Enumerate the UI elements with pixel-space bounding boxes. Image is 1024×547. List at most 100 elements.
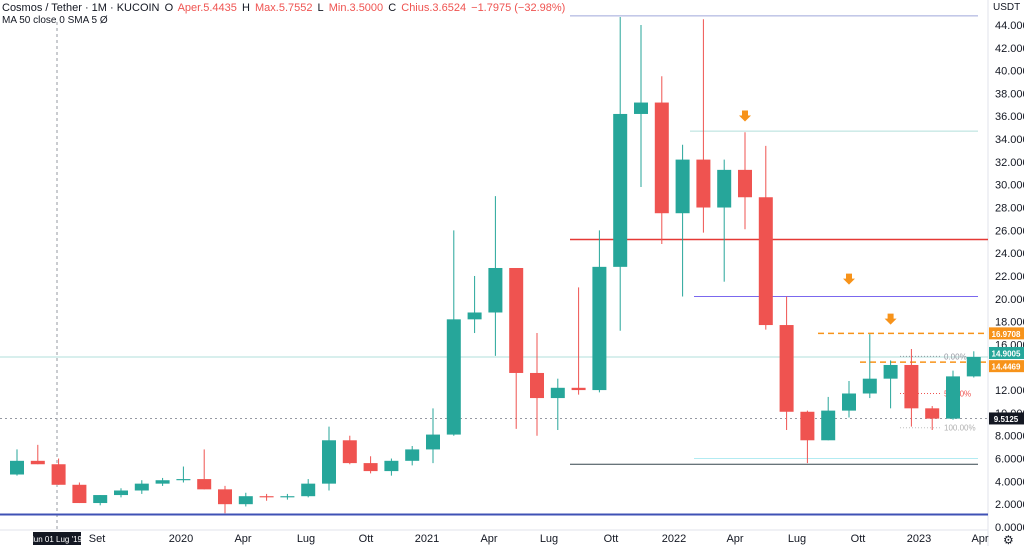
candle-body-up: [301, 483, 316, 497]
open-value: Aper.5.4435: [177, 2, 237, 14]
y-tick-label: 24.0000: [995, 248, 1024, 260]
low-label: L: [317, 2, 324, 14]
x-tick-label: Apr: [480, 533, 497, 545]
x-tick-label: Ott: [359, 533, 374, 545]
x-tick-label: Ott: [604, 533, 619, 545]
change-value: −1.7975 (−32.98%): [471, 2, 566, 14]
candle-body-down: [758, 197, 773, 326]
high-value: Max.5.7552: [255, 2, 313, 14]
y-tick-label: 38.0000: [995, 88, 1024, 100]
x-tick-label: Lug: [788, 533, 806, 545]
close-label: C: [388, 2, 397, 14]
y-tick-label: 28.0000: [995, 203, 1024, 215]
candle-body-down: [800, 411, 815, 441]
price-label-bg: [989, 327, 1024, 340]
y-tick-label: 20.0000: [995, 294, 1024, 306]
x-tick-label: 2021: [415, 533, 439, 545]
candle-body-down: [738, 169, 752, 198]
x-tick-label: Set: [89, 533, 106, 545]
y-tick-label: 32.0000: [995, 157, 1024, 169]
candle-body-up: [467, 312, 482, 320]
candle-body-up: [93, 495, 108, 504]
indicator-label: MA 50 close 0 SMA 5: [2, 15, 98, 26]
candle-body-down: [30, 460, 45, 465]
candle-body-down: [259, 496, 274, 498]
price-label-text: 9.5125: [994, 415, 1019, 424]
candle-body-up: [488, 267, 503, 313]
crosshair-date-label: lun 01 Lug '19: [32, 535, 83, 544]
x-tick-label: Lug: [297, 533, 315, 545]
price-label-text: 14.9005: [992, 349, 1021, 358]
x-tick-label: Lug: [540, 533, 558, 545]
y-tick-label: 42.0000: [995, 43, 1024, 55]
candle-body-down: [696, 159, 711, 208]
gear-icon[interactable]: ⚙: [1003, 533, 1014, 547]
candle-body-down: [51, 464, 66, 485]
y-tick-label: 8.0000: [995, 431, 1024, 443]
price-label-bg: [989, 346, 1024, 359]
fib-label-0: 0.00%: [944, 352, 967, 361]
fib-label-100: 100.00%: [944, 424, 976, 433]
candle-body-down: [779, 325, 794, 412]
y-tick-label: 22.0000: [995, 271, 1024, 283]
y-tick-label: 44.0000: [995, 20, 1024, 32]
x-tick-label: 2020: [169, 533, 193, 545]
candle-body-up: [821, 410, 836, 441]
candle-body-up: [634, 102, 648, 114]
y-tick-label: 34.0000: [995, 134, 1024, 146]
x-tick-label: Ott: [851, 533, 866, 545]
candle-body-up: [613, 113, 628, 267]
candle-body-up: [675, 159, 690, 214]
price-label-bg: [989, 360, 1024, 373]
indicator-value: Ø: [99, 15, 108, 26]
candle-body-down: [72, 484, 87, 504]
candle-body-down: [509, 267, 524, 373]
crosshair-date-bg: [33, 532, 81, 545]
y-tick-label: 36.0000: [995, 111, 1024, 123]
candle-body-down: [904, 364, 919, 409]
high-label: H: [241, 2, 250, 14]
candle-body-up: [550, 387, 565, 399]
arrow-down-icon: [884, 313, 897, 325]
candle-body-up: [592, 266, 607, 391]
candle-body-up: [155, 480, 170, 484]
price-label-text: 16.9708: [992, 330, 1021, 339]
x-tick-label: Apr: [971, 533, 988, 545]
candle-body-down: [925, 408, 940, 419]
y-tick-label: 30.0000: [995, 180, 1024, 192]
y-tick-label: 6.0000: [995, 454, 1024, 466]
price-label-bg: [989, 412, 1024, 425]
y-tick-label: 4.0000: [995, 476, 1024, 488]
candle-body-down: [654, 102, 669, 214]
candle-body-down: [363, 463, 378, 472]
chart-header: Cosmos / Tether · 1M · KUCOIN O Aper.5.4…: [2, 2, 567, 14]
candle-body-up: [238, 496, 253, 505]
candle-body-up: [862, 378, 877, 394]
x-tick-label: Apr: [234, 533, 251, 545]
symbol-title: Cosmos / Tether · 1M · KUCOIN: [2, 2, 160, 14]
candle-body-down: [197, 479, 212, 490]
y-tick-label: 18.0000: [995, 317, 1024, 329]
x-tick-label: 2022: [662, 533, 686, 545]
candle-body-down: [571, 387, 586, 391]
candle-body-down: [530, 372, 544, 399]
close-value: Chius.3.6524: [401, 2, 467, 14]
low-value: Min.3.5000: [328, 2, 384, 14]
open-label: O: [164, 2, 174, 14]
candle-body-up: [842, 393, 856, 411]
y-tick-label: 12.0000: [995, 385, 1024, 397]
candle-body-up: [134, 483, 149, 491]
candle-body-up: [10, 460, 24, 475]
candle-body-up: [966, 356, 981, 377]
indicator-legend[interactable]: MA 50 close 0 SMA 5 Ø: [2, 15, 108, 26]
y-tick-label: 0.0000: [995, 522, 1024, 534]
currency-label[interactable]: USDT: [993, 2, 1021, 13]
x-tick-label: Apr: [726, 533, 743, 545]
candle-body-up: [405, 449, 420, 461]
arrow-down-icon: [843, 273, 855, 285]
candle-body-up: [717, 169, 732, 208]
candle-body-up: [114, 490, 128, 496]
candle-body-up: [280, 496, 295, 498]
candle-body-up: [883, 364, 898, 379]
